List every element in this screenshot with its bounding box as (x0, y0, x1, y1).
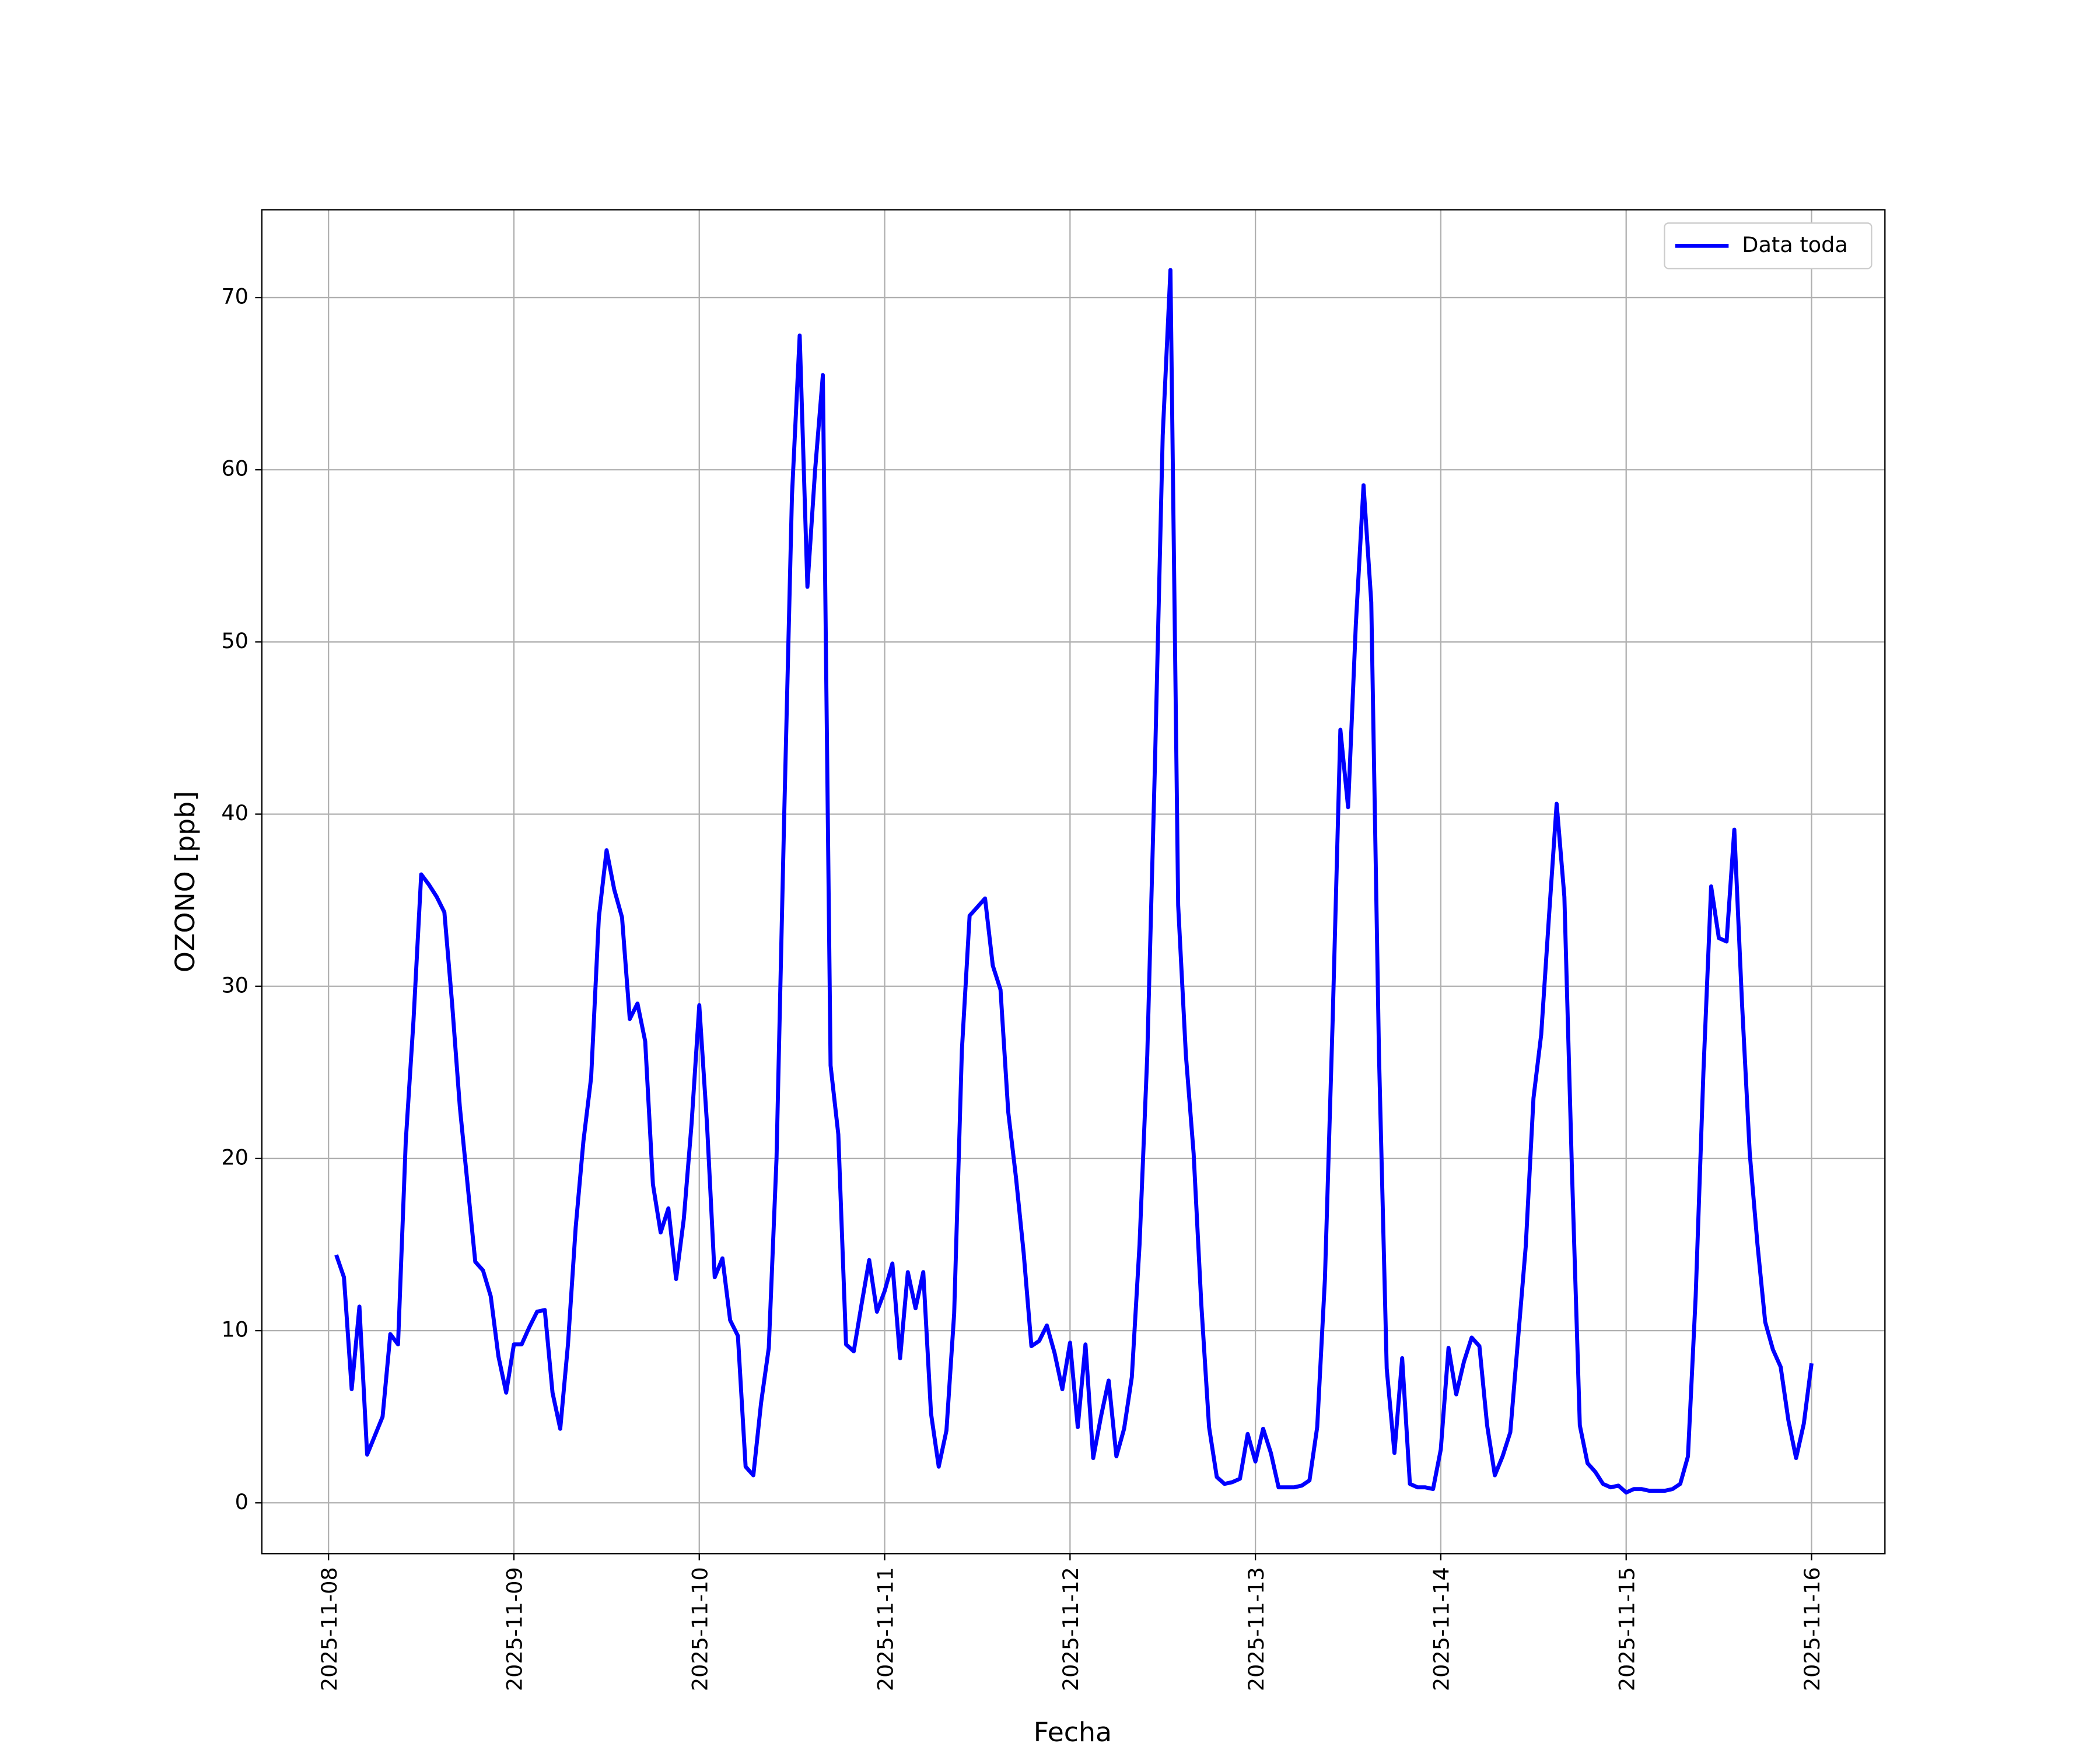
x-tick-label: 2025-11-15 (1614, 1567, 1639, 1691)
x-tick-label: 2025-11-13 (1244, 1567, 1269, 1691)
x-tick-label: 2025-11-14 (1429, 1567, 1454, 1691)
x-tick-label: 2025-11-08 (317, 1567, 342, 1691)
y-tick-label: 10 (221, 1317, 249, 1342)
y-tick-label: 70 (221, 284, 249, 309)
x-tick-label: 2025-11-11 (873, 1567, 898, 1691)
x-tick-label: 2025-11-09 (502, 1567, 527, 1691)
x-tick-label: 2025-11-10 (687, 1567, 712, 1691)
y-axis-label: OZONO [ppb] (169, 791, 201, 972)
data-line (334, 268, 1814, 1494)
y-tick-label: 60 (221, 456, 249, 481)
y-tick-label: 0 (235, 1489, 249, 1514)
y-tick-label: 40 (221, 800, 249, 825)
x-tick-label: 2025-11-16 (1800, 1567, 1825, 1691)
y-tick-label: 50 (221, 628, 249, 653)
legend-box (1664, 222, 1873, 270)
legend-label: Data toda (1742, 232, 1848, 257)
x-tick-label: 2025-11-12 (1058, 1567, 1083, 1691)
y-tick-label: 30 (221, 972, 249, 998)
plot-frame (261, 209, 1886, 1555)
y-tick-label: 20 (221, 1144, 249, 1170)
x-axis-label: Fecha (1034, 1716, 1112, 1748)
